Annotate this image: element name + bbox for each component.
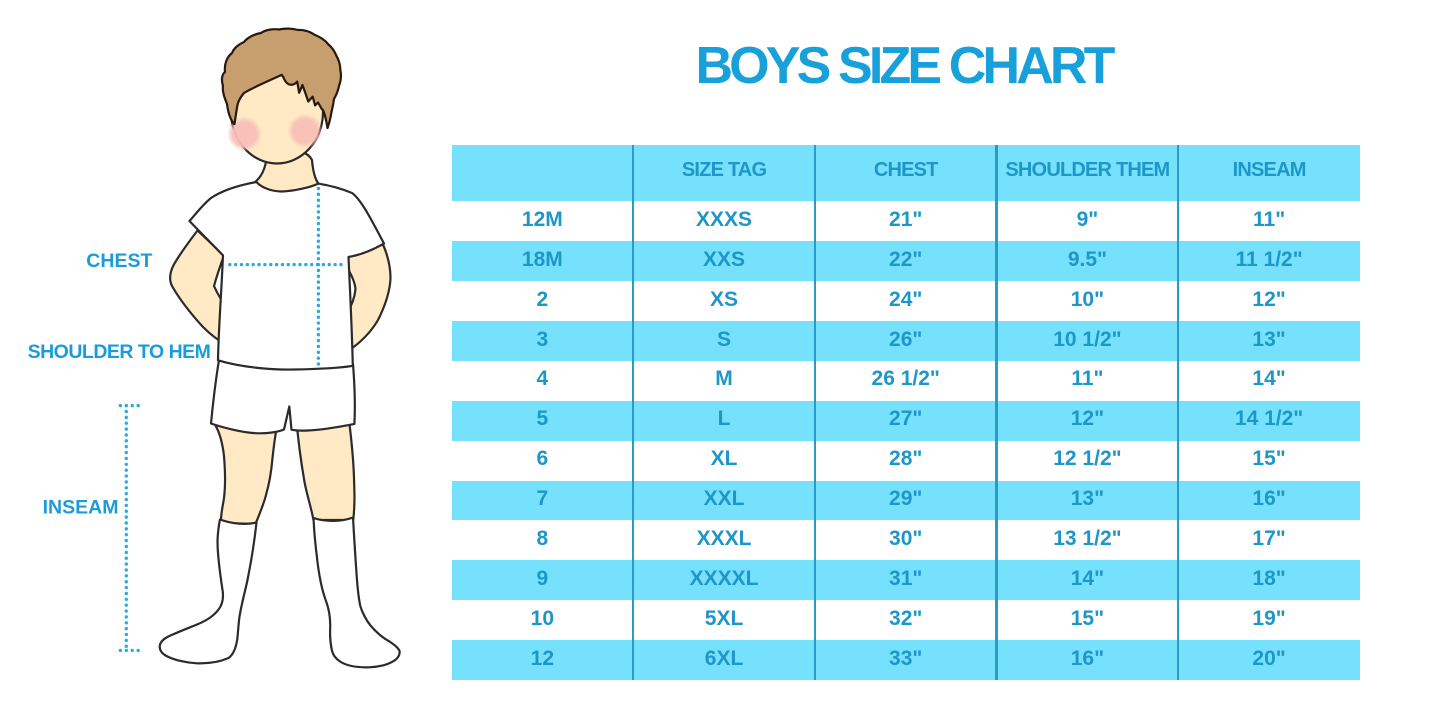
svg-text:INSEAM: INSEAM [43,497,119,519]
svg-text:CHEST: CHEST [86,250,152,272]
svg-text:SHOULDER TO HEM: SHOULDER TO HEM [28,341,211,363]
